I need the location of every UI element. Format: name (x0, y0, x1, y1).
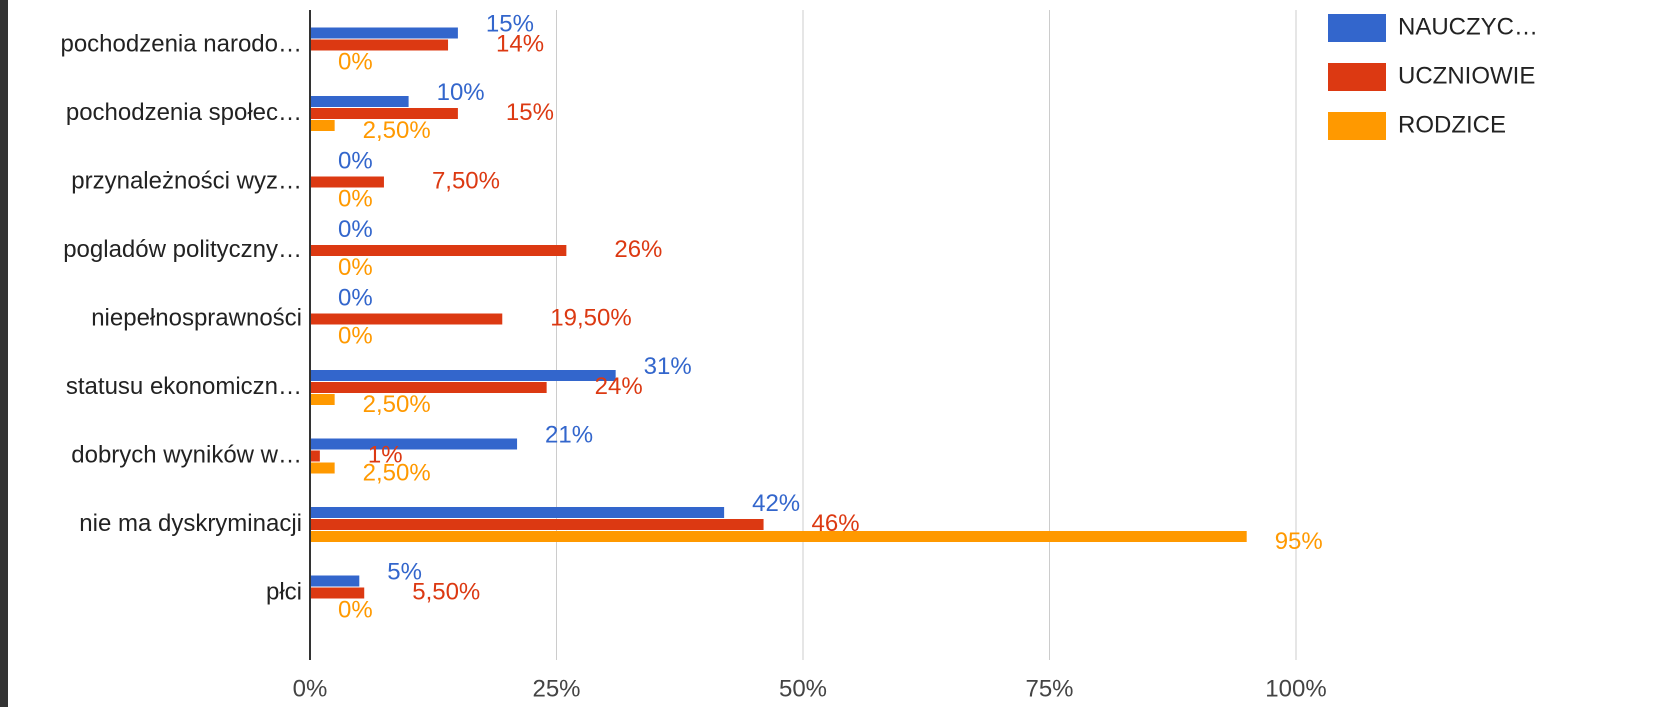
value-label: 15% (486, 10, 534, 37)
value-label: 2,50% (363, 117, 431, 144)
bar (310, 450, 320, 462)
value-label: 21% (545, 421, 593, 448)
value-label: 0% (338, 48, 373, 75)
legend-swatch (1328, 14, 1386, 42)
bar (310, 587, 365, 599)
value-label: 95% (1275, 528, 1323, 555)
y-tick-label: statusu ekonomiczn… (66, 373, 302, 400)
y-tick-label: przynależności wyz… (71, 167, 302, 194)
y-tick-label: płci (266, 578, 302, 605)
bar (310, 370, 616, 381)
x-tick-label: 75% (1025, 675, 1073, 702)
bar (310, 313, 503, 325)
value-label: 1% (368, 441, 403, 468)
bar (310, 519, 764, 530)
legend-label: RODZICE (1398, 111, 1506, 138)
bar (310, 438, 518, 450)
bar (310, 245, 567, 256)
x-tick-label: 100% (1265, 675, 1326, 702)
value-label: 26% (614, 236, 662, 263)
legend-swatch (1328, 63, 1386, 91)
value-label: 0% (338, 254, 373, 281)
value-label: 42% (752, 490, 800, 517)
left-edge (0, 0, 8, 707)
value-label: 10% (437, 79, 485, 106)
bar (310, 575, 360, 587)
value-label: 7,50% (432, 167, 500, 194)
bar (310, 507, 725, 518)
y-tick-label: pogladów polityczny… (63, 236, 302, 263)
value-label: 5% (387, 558, 422, 585)
value-label: 24% (595, 373, 643, 400)
value-label: 0% (338, 284, 373, 311)
y-tick-label: pochodzenia społec… (66, 99, 302, 126)
value-label: 19,50% (550, 304, 631, 331)
y-tick-label: niepełnosprawności (91, 304, 302, 331)
bar (310, 382, 547, 393)
y-tick-label: nie ma dyskryminacji (79, 510, 302, 537)
x-tick-label: 25% (532, 675, 580, 702)
x-tick-label: 0% (293, 675, 328, 702)
value-label: 14% (496, 30, 544, 57)
bar (310, 96, 409, 107)
value-label: 0% (338, 147, 373, 174)
y-tick-label: pochodzenia narodo… (60, 30, 302, 57)
bar (310, 462, 335, 474)
x-tick-label: 50% (779, 675, 827, 702)
legend-swatch (1328, 112, 1386, 140)
bar (310, 176, 384, 188)
value-label: 2,50% (363, 391, 431, 418)
value-label: 0% (338, 322, 373, 349)
bar (310, 394, 335, 405)
legend-label: NAUCZYC… (1398, 13, 1538, 40)
value-label: 2,50% (363, 459, 431, 486)
value-label: 5,50% (412, 578, 480, 605)
value-label: 0% (338, 216, 373, 243)
y-tick-label: dobrych wyników w… (71, 441, 302, 468)
value-label: 15% (506, 99, 554, 126)
bar (310, 39, 449, 51)
bar (310, 27, 458, 39)
value-label: 0% (338, 596, 373, 623)
bar (310, 531, 1247, 542)
bar (310, 108, 458, 119)
legend-label: UCZNIOWIE (1398, 62, 1535, 89)
bar (310, 120, 335, 131)
value-label: 31% (644, 353, 692, 380)
value-label: 0% (338, 185, 373, 212)
